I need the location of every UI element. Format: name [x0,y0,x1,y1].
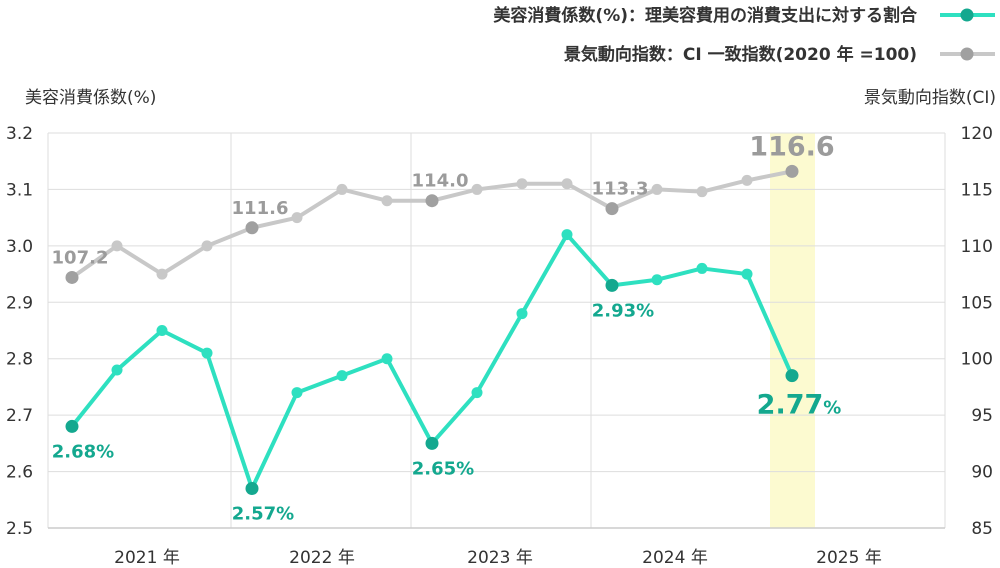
point-ci-index [156,268,168,280]
point-beauty-coefficient [201,347,213,359]
y-right-tick-label: 100 [961,350,993,370]
point-beauty-coefficient [605,278,619,292]
point-ci-index [516,178,528,190]
data-label-beauty-coefficient: 2.57% [232,504,294,525]
y-left-axis-title: 美容消費係数(%) [25,88,156,108]
y-left-tick-label: 2.8 [6,350,33,370]
y-right-tick-label: 95 [971,406,993,426]
point-ci-index [381,195,393,207]
x-tick-label: 2021 年 [114,548,180,568]
x-tick-label: 2023 年 [467,548,533,568]
x-tick-label: 2025 年 [816,548,882,568]
point-beauty-coefficient [336,370,348,382]
y-right-tick-label: 120 [961,124,993,144]
y-right-tick-label: 115 [961,180,993,200]
y-right-tick-label: 85 [971,519,993,539]
legend-label-ci-index: 景気動向指数：CI 一致指数(2020 年 =100) [564,44,917,65]
point-beauty-coefficient [111,364,123,376]
y-right-tick-label: 105 [961,293,993,313]
point-beauty-coefficient [785,369,799,383]
point-ci-index [111,240,123,252]
legend-marker-ci-index [960,47,974,61]
point-beauty-coefficient [425,436,439,450]
point-ci-index [785,164,799,178]
point-ci-index [471,183,483,195]
y-left-tick-label: 3.2 [6,124,33,144]
point-beauty-coefficient [291,387,303,399]
point-ci-index [425,194,439,208]
point-ci-index [741,174,753,186]
point-ci-index [245,221,259,235]
data-label-beauty-coefficient-latest: 2.77% [757,390,842,421]
data-label-beauty-coefficient: 2.68% [52,441,114,462]
series-line-beauty-coefficient [70,232,794,491]
legend-label-beauty-coefficient: 美容消費係数(%)：理美容費用の消費支出に対する割合 [493,5,918,26]
point-beauty-coefficient [245,482,259,495]
x-tick-label: 2022 年 [289,548,355,568]
data-label-beauty-coefficient: 2.65% [412,458,474,479]
data-label-ci-index-latest: 116.6 [749,131,834,162]
point-ci-index [291,212,303,224]
point-ci-index [696,186,708,198]
y-right-tick-label: 110 [961,237,993,257]
y-left-tick-label: 2.9 [6,293,33,313]
data-label-ci-index: 111.6 [232,198,289,219]
data-label-ci-index: 113.3 [592,179,649,200]
data-label-ci-index: 114.0 [412,171,469,192]
y-right-axis-title: 景気動向指数(CI) [864,88,996,108]
x-tick-label: 2024 年 [642,548,708,568]
point-ci-index [201,240,213,252]
point-beauty-coefficient [651,274,663,286]
y-left-tick-label: 2.7 [6,406,33,426]
point-beauty-coefficient [741,268,753,280]
y-left-tick-label: 2.5 [6,519,33,539]
point-beauty-coefficient [516,308,528,320]
point-ci-index [336,183,348,195]
point-ci-index [561,178,573,190]
y-left-tick-label: 3.0 [6,237,33,257]
point-beauty-coefficient [65,419,79,433]
point-beauty-coefficient [696,262,708,274]
y-left-tick-label: 3.1 [6,180,33,200]
point-beauty-coefficient [471,387,483,399]
y-right-tick-label: 90 [971,463,993,483]
data-label-beauty-coefficient: 2.93% [592,300,654,321]
point-ci-index [65,270,79,284]
point-beauty-coefficient [156,325,168,336]
point-ci-index [605,202,619,216]
point-ci-index [651,183,663,195]
point-beauty-coefficient [381,353,393,365]
y-left-tick-label: 2.6 [6,463,33,483]
data-label-ci-index: 107.2 [52,247,109,268]
legend-marker-beauty-coefficient [960,8,974,22]
highlight-band [770,133,815,528]
point-beauty-coefficient [561,229,573,241]
